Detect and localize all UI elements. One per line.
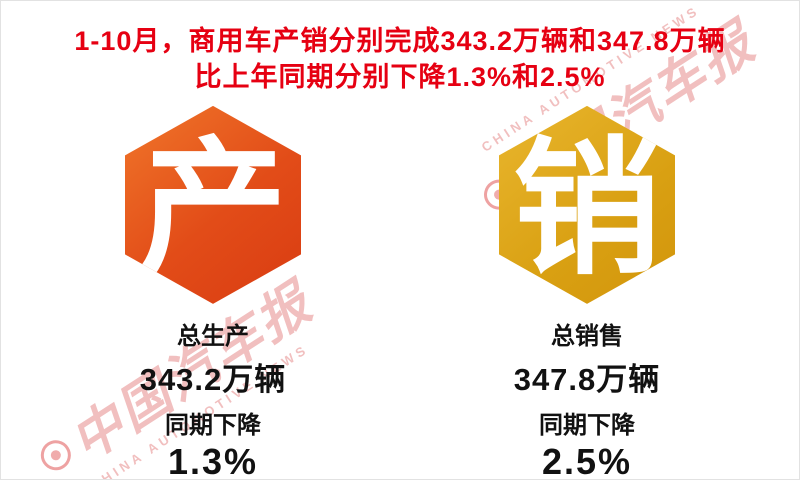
production-hexagon: 产 bbox=[125, 105, 301, 304]
sales-value: 347.8万辆 bbox=[513, 361, 661, 397]
headline-line1: 1-10月，商用车产销分别完成343.2万辆和347.8万辆 bbox=[74, 26, 726, 56]
headline-line2: 比上年同期分别下降1.3%和2.5% bbox=[194, 62, 606, 93]
sales-label: 总销售 bbox=[551, 322, 623, 350]
production-stat: 产 总生产 343.2万辆 同期下降 1.3% bbox=[93, 105, 333, 480]
production-change-label: 同期下降 bbox=[165, 411, 261, 439]
sales-hexagon: 销 bbox=[499, 105, 675, 304]
production-label: 总生产 bbox=[177, 322, 249, 350]
production-change-value: 1.3% bbox=[167, 440, 259, 480]
production-hexagon-char: 产 bbox=[139, 126, 287, 292]
sales-stat: 销 总销售 347.8万辆 同期下降 2.5% bbox=[467, 105, 707, 480]
stats-columns: 产 总生产 343.2万辆 同期下降 1.3% 销 总销售 347.8万辆 同期… bbox=[1, 105, 799, 480]
sales-hexagon-char: 销 bbox=[513, 126, 661, 292]
production-value: 343.2万辆 bbox=[139, 361, 287, 397]
sales-change-label: 同期下降 bbox=[539, 411, 635, 439]
headline: 1-10月，商用车产销分别完成343.2万辆和347.8万辆 比上年同期分别下降… bbox=[1, 23, 799, 96]
sales-change-value: 2.5% bbox=[541, 440, 633, 480]
